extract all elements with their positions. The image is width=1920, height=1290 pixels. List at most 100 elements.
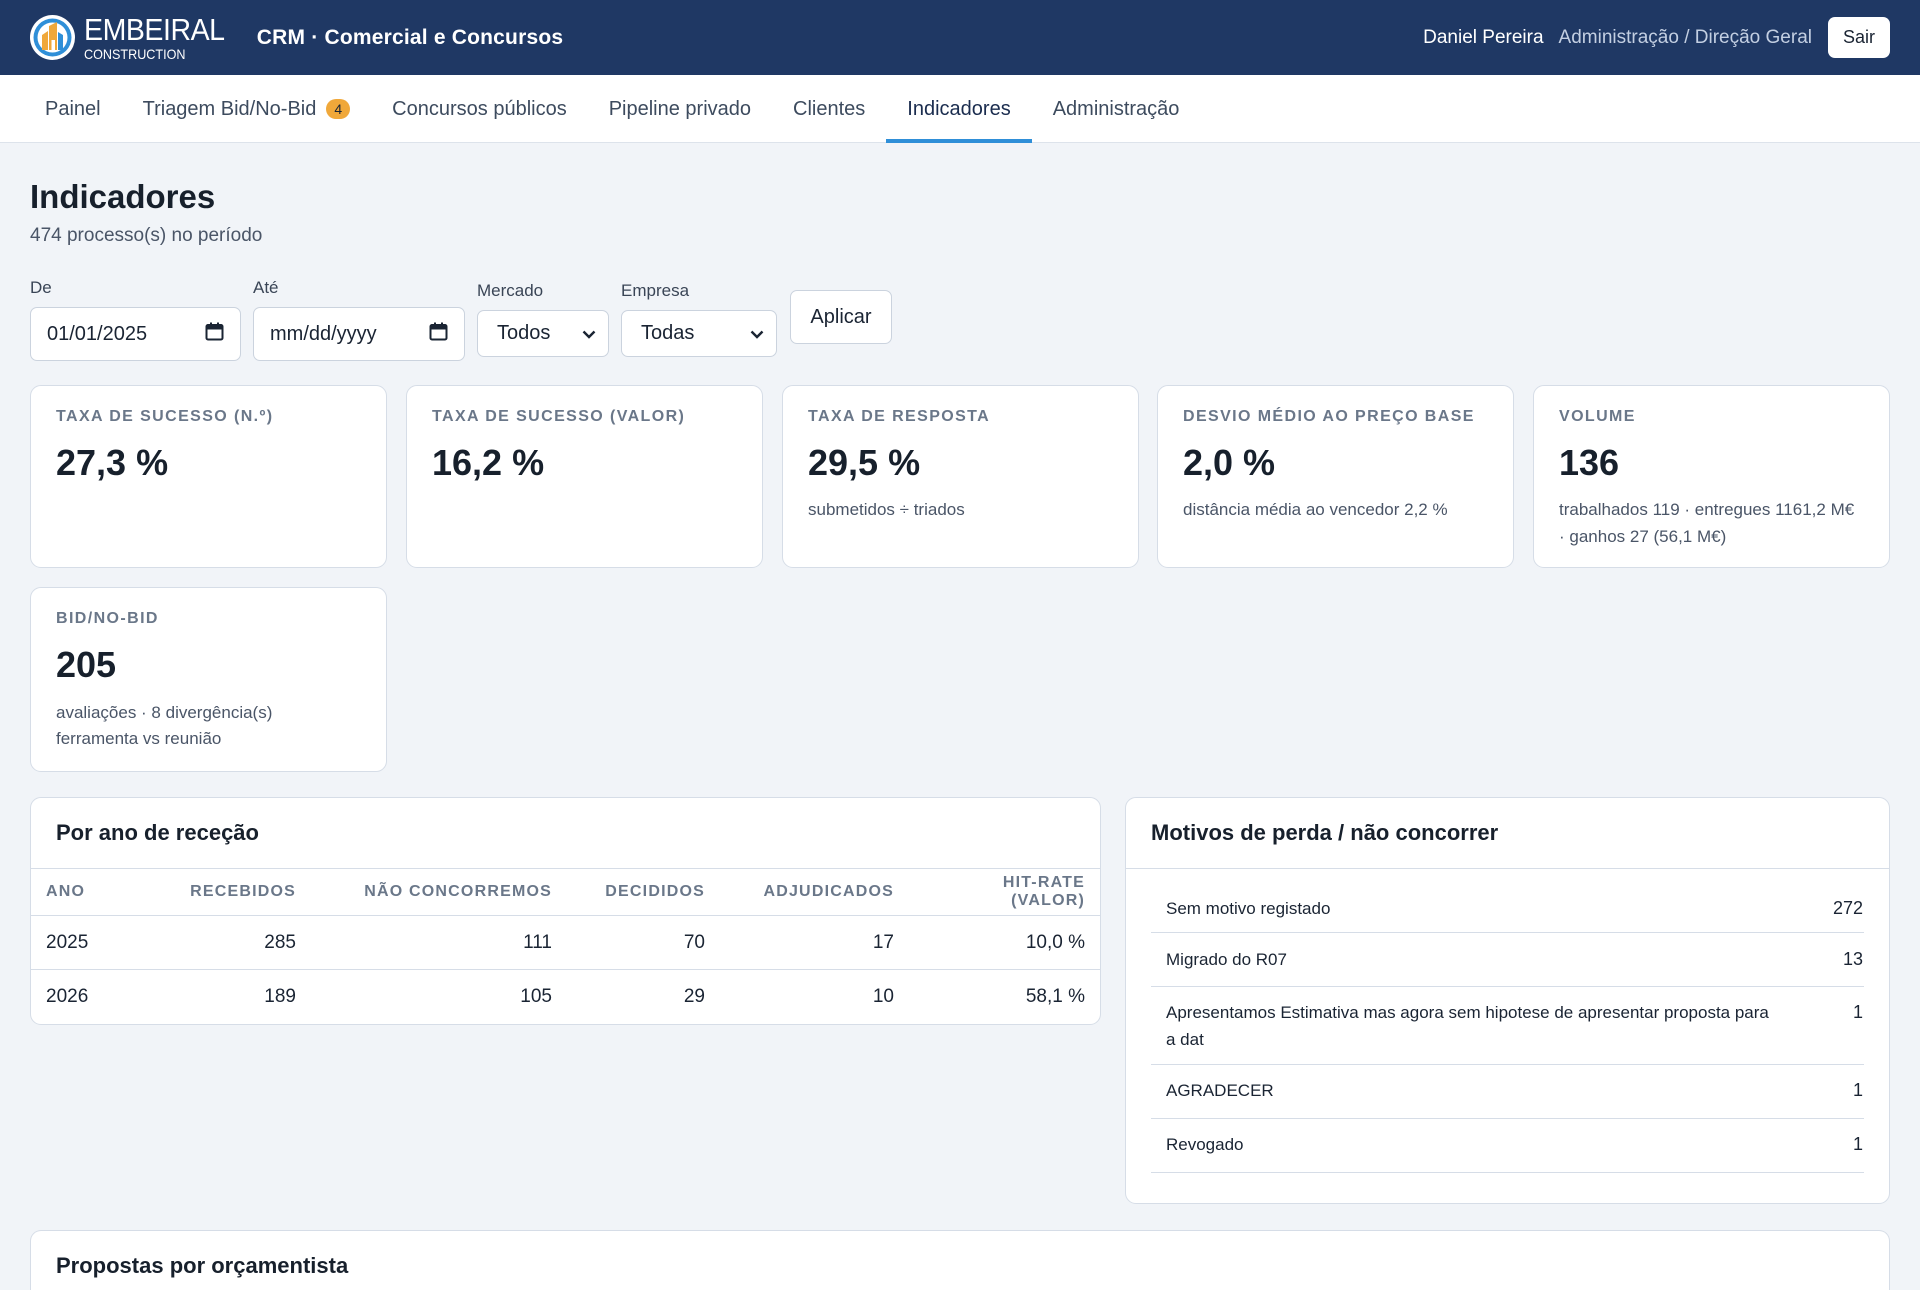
- kpi-label: Volume: [1559, 408, 1636, 425]
- user-role: Administração / Direção Geral: [1558, 26, 1812, 48]
- tab-label: Pipeline privado: [608, 97, 752, 120]
- date-from-input[interactable]: 01/01/2025: [30, 307, 241, 361]
- kpi-card-success-count: Taxa de sucesso (n.º) 27,3 %: [30, 385, 387, 568]
- filter-to-label: Até: [253, 278, 279, 297]
- list-item: AGRADECER 1: [1151, 1065, 1864, 1119]
- kpi-label: Taxa de sucesso (valor): [432, 408, 686, 425]
- tab-pipeline-privado[interactable]: Pipeline privado: [588, 75, 772, 143]
- filter-from-label: De: [30, 278, 52, 297]
- chevron-down-icon: [750, 322, 764, 345]
- kpi-label: Bid/No-Bid: [56, 610, 159, 627]
- table-row: 2025 285 111 70 17 10,0 %: [31, 915, 1100, 970]
- top-bar: EMBEIRAL CONSTRUCTION CRM · Comercial e …: [0, 0, 1920, 75]
- tab-administracao[interactable]: Administração: [1032, 75, 1201, 143]
- apply-filters-button[interactable]: Aplicar: [790, 290, 892, 344]
- calendar-icon[interactable]: [205, 322, 224, 347]
- panel-title: Motivos de perda / não concorrer: [1151, 820, 1499, 845]
- column-header: Hit-rate (valor): [909, 868, 1100, 916]
- table-row: 2026 189 105 29 10 58,1 %: [31, 970, 1100, 1024]
- cell-year: 2025: [31, 915, 131, 970]
- reason-count: 13: [1842, 949, 1863, 969]
- page-title: Indicadores: [30, 178, 216, 215]
- reason-text: Migrado do R07: [1166, 950, 1287, 969]
- kpi-card-success-value: Taxa de sucesso (valor) 16,2 %: [406, 385, 763, 568]
- filter-to: Até mm/dd/yyyy: [253, 278, 465, 361]
- reason-count: 1: [1852, 1134, 1863, 1154]
- tab-label: Clientes: [793, 97, 866, 120]
- cell-decided: 70: [567, 915, 720, 970]
- tab-indicadores[interactable]: Indicadores: [886, 75, 1032, 143]
- user-name: Daniel Pereira: [1423, 26, 1544, 48]
- chevron-down-icon: [582, 322, 596, 345]
- cell-year: 2026: [46, 985, 89, 1007]
- cell-received: 285: [131, 915, 311, 970]
- cell-awarded: 17: [720, 915, 909, 970]
- kpi-value: 136: [1559, 442, 1620, 483]
- pending-count-badge: 4: [326, 99, 351, 119]
- logout-button[interactable]: Sair: [1827, 17, 1890, 58]
- date-to-placeholder: mm/dd/yyyy: [270, 322, 377, 345]
- list-item: Migrado do R07 13: [1151, 933, 1864, 987]
- brand-subtitle: CONSTRUCTION: [84, 46, 186, 62]
- filter-from: De 01/01/2025: [30, 278, 241, 361]
- tab-painel[interactable]: Painel: [24, 75, 122, 143]
- filter-market: Mercado Todos: [477, 281, 609, 357]
- tab-label: Administração: [1052, 97, 1180, 120]
- cell-decided: 29: [683, 985, 705, 1007]
- column-header: Ano: [31, 868, 131, 916]
- cell-received: 189: [264, 985, 296, 1007]
- loss-reasons-panel: Motivos de perda / não concorrer Sem mot…: [1125, 797, 1890, 1204]
- tab-label: Triagem Bid/No-Bid: [142, 97, 317, 120]
- tab-label: Indicadores: [907, 97, 1011, 120]
- cell-hit-rate: 10,0 %: [909, 915, 1100, 970]
- tab-concursos-publicos[interactable]: Concursos públicos: [371, 75, 588, 143]
- kpi-value: 205: [56, 644, 117, 685]
- column-header: Decididos: [567, 868, 720, 916]
- process-count: 474 processo(s) no período: [30, 225, 263, 246]
- loss-reasons-list: Sem motivo registado 272 Migrado do R07 …: [1126, 868, 1889, 1173]
- by-year-table: Ano Recebidos Não concorremos Decididos …: [31, 868, 1100, 1024]
- reason-count: 272: [1832, 898, 1863, 918]
- market-select[interactable]: Todos: [477, 310, 609, 357]
- list-item: Revogado 1: [1151, 1119, 1864, 1173]
- kpi-label: Taxa de sucesso (n.º): [56, 408, 274, 425]
- kpi-card-price-deviation: Desvio médio ao preço base 2,0 % distânc…: [1157, 385, 1514, 568]
- cell-not-bid: 111: [311, 915, 567, 970]
- market-selected-value: Todos: [497, 322, 551, 344]
- kpi-value: 27,3 %: [56, 442, 169, 483]
- kpi-note: submetidos ÷ triados: [808, 500, 965, 519]
- list-item: Apresentamos Estimativa mas agora sem hi…: [1151, 987, 1864, 1065]
- date-to-input[interactable]: mm/dd/yyyy: [253, 307, 465, 361]
- company-logo[interactable]: EMBEIRAL CONSTRUCTION: [30, 14, 237, 61]
- tab-clientes[interactable]: Clientes: [772, 75, 886, 143]
- list-item: Sem motivo registado 272: [1151, 881, 1864, 933]
- company-selected-value: Todas: [641, 322, 695, 344]
- kpi-note: distância média ao vencedor 2,2 %: [1183, 500, 1448, 519]
- kpi-card-bid-no-bid: Bid/No-Bid 205 avaliações · 8 divergênci…: [30, 587, 387, 772]
- tab-triagem-bid-no-bid[interactable]: Triagem Bid/No-Bid 4: [122, 75, 372, 143]
- calendar-icon[interactable]: [429, 322, 448, 347]
- kpi-note: trabalhados 119 · entregues 1161,2 M€ · …: [1559, 500, 1855, 546]
- panel-title: Propostas por orçamentista: [56, 1253, 349, 1278]
- kpi-value: 2,0 %: [1183, 442, 1276, 483]
- kpi-value: 29,5 %: [808, 442, 921, 483]
- company-select[interactable]: Todas: [621, 310, 777, 357]
- filter-company: Empresa Todas: [621, 281, 777, 357]
- reason-count: 1: [1852, 1002, 1863, 1022]
- panel-title: Por ano de receção: [56, 820, 259, 845]
- kpi-label: Desvio médio ao preço base: [1183, 408, 1475, 425]
- kpi-label: Taxa de resposta: [808, 408, 991, 425]
- table-header-row: Ano Recebidos Não concorremos Decididos …: [31, 868, 1100, 916]
- kpi-card-volume: Volume 136 trabalhados 119 · entregues 1…: [1533, 385, 1890, 568]
- cell-hit-rate: 58,1 %: [1025, 985, 1085, 1007]
- by-estimator-panel: Propostas por orçamentista: [30, 1230, 1890, 1290]
- main-nav: Painel Triagem Bid/No-Bid 4 Concursos pú…: [0, 75, 1920, 143]
- cell-not-bid: 105: [520, 985, 552, 1007]
- kpi-card-response-rate: Taxa de resposta 29,5 % submetidos ÷ tri…: [782, 385, 1139, 568]
- by-year-panel: Por ano de receção Ano Recebidos Não con…: [30, 797, 1101, 1025]
- reason-text: Apresentamos Estimativa mas agora sem hi…: [1166, 1003, 1769, 1049]
- filter-company-label: Empresa: [621, 281, 690, 300]
- app-title: CRM · Comercial e Concursos: [256, 25, 564, 49]
- kpi-value: 16,2 %: [432, 442, 545, 483]
- column-header: Recebidos: [131, 868, 311, 916]
